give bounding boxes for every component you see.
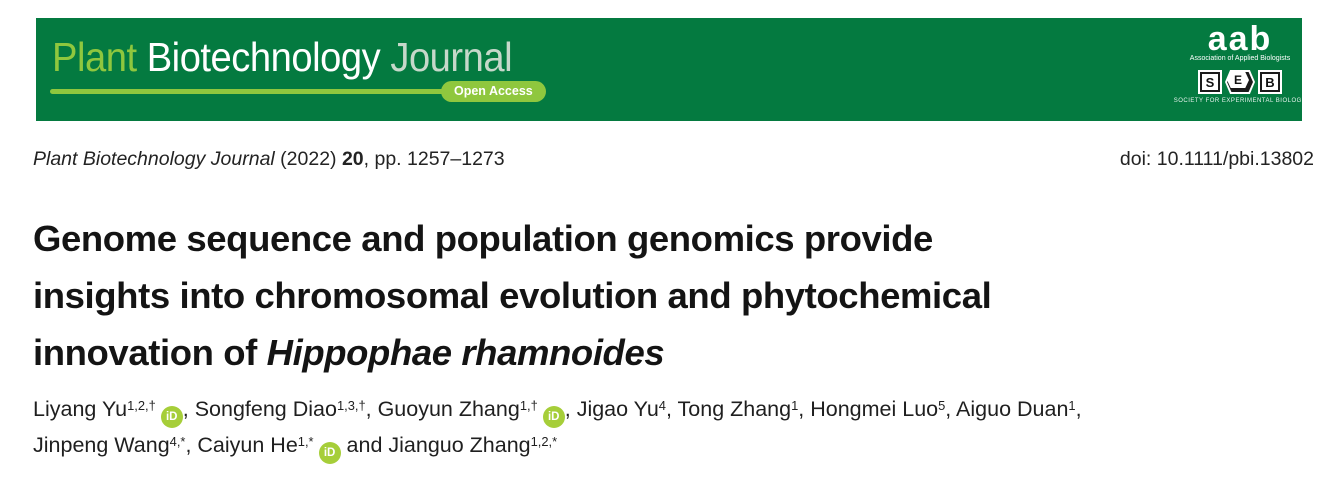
citation-journal: Plant Biotechnology Journal	[33, 148, 275, 170]
author: Aiguo Duan1,	[956, 397, 1082, 421]
title-line-2: insights into chromosomal evolution and …	[33, 275, 992, 316]
author-name: Songfeng Diao	[194, 397, 337, 421]
author-separator: ,	[365, 397, 378, 421]
author-affiliation-superscript: 1	[1068, 398, 1076, 414]
author-affiliation-superscript: 1,2,†	[127, 398, 156, 414]
author-name: Jinpeng Wang	[33, 433, 170, 457]
author: Hongmei Luo5,	[810, 397, 956, 421]
orcid-icon[interactable]: iD	[160, 406, 183, 428]
author-line-2: Jinpeng Wang4,*, Caiyun He1,* iD and Jian…	[33, 428, 1082, 464]
author-separator: ,	[185, 433, 198, 457]
aab-logo-name: Association of Applied Biologists	[1189, 55, 1291, 62]
society-logos: aab Association of Applied Biologists S …	[1174, 20, 1306, 104]
seb-letter-s-icon: S	[1200, 72, 1220, 92]
author-separator: ,	[665, 397, 678, 421]
orcid-icon-label: iD	[547, 411, 560, 423]
orcid-icon-label: iD	[323, 447, 336, 459]
title-line-1: Genome sequence and population genomics …	[33, 218, 933, 259]
author-separator: ,	[182, 397, 195, 421]
seb-letter-e-icon: E	[1225, 70, 1255, 94]
author-affiliation-superscript: 5	[938, 398, 946, 414]
author: Guoyun Zhang1,† iD,	[377, 397, 577, 428]
title-species-name: Hippophae rhamnoides	[266, 332, 665, 373]
banner-rule-row: Open Access	[50, 81, 546, 102]
author-name: Jigao Yu	[576, 397, 659, 421]
orcid-icon[interactable]: iD	[318, 442, 341, 464]
orcid-icon[interactable]: iD	[542, 406, 565, 428]
author-affiliation-superscript: 4	[658, 398, 666, 414]
author-affiliation-superscript: 4,*	[169, 434, 186, 450]
author-list: Liyang Yu1,2,† iD, Songfeng Diao1,3,†, Gu…	[33, 392, 1082, 464]
author-name: Guoyun Zhang	[377, 397, 520, 421]
wordmark-journal: Journal	[380, 34, 513, 80]
author-affiliation-superscript: 1,2,*	[530, 434, 558, 450]
citation-year: (2022)	[274, 148, 342, 170]
journal-banner: Plant Biotechnology Journal Open Access …	[36, 18, 1306, 121]
author: Tong Zhang1,	[678, 397, 811, 421]
banner-accent-rule	[50, 89, 444, 94]
citation-text: Plant Biotechnology Journal (2022) 20, p…	[33, 148, 505, 171]
wordmark-plant: Plant	[52, 34, 137, 80]
author-separator: ,	[1075, 397, 1082, 421]
article-title: Genome sequence and population genomics …	[33, 210, 992, 381]
seb-logo-name: SOCIETY FOR EXPERIMENTAL BIOLOGY	[1173, 98, 1307, 104]
author-separator: ,	[564, 397, 577, 421]
author-separator: and	[340, 433, 389, 457]
citation-volume: 20	[341, 148, 364, 170]
author: Caiyun He1,* iD and	[197, 433, 389, 464]
author: Jianguo Zhang1,2,*	[388, 433, 557, 457]
author-affiliation-superscript: 1,*	[297, 434, 314, 450]
author-name: Liyang Yu	[33, 397, 128, 421]
open-access-badge: Open Access	[441, 81, 546, 102]
citation-row: Plant Biotechnology Journal (2022) 20, p…	[33, 148, 1314, 171]
author: Liyang Yu1,2,† iD,	[33, 397, 195, 428]
author: Jinpeng Wang4,*,	[33, 433, 197, 457]
author-name: Hongmei Luo	[810, 397, 939, 421]
aab-logo: aab	[1207, 20, 1273, 58]
author-affiliation-superscript: 1,3,†	[336, 398, 366, 414]
orcid-icon-label: iD	[165, 411, 178, 423]
journal-wordmark: Plant Biotechnology Journal	[52, 34, 513, 80]
author-affiliation-superscript: 1,†	[519, 398, 538, 414]
author-name: Tong Zhang	[677, 397, 792, 421]
author-name: Aiguo Duan	[956, 397, 1069, 421]
seb-letter-b-icon: B	[1260, 72, 1280, 92]
author-separator: ,	[945, 397, 957, 421]
citation-pages: , pp. 1257–1273	[363, 148, 505, 170]
seb-logo: S E B	[1195, 70, 1285, 94]
title-line-3: innovation of Hippophae rhamnoides	[33, 324, 991, 381]
author: Songfeng Diao1,3,†,	[195, 397, 378, 421]
author-separator: ,	[798, 397, 811, 421]
author: Jigao Yu4,	[577, 397, 678, 421]
doi-text: doi: 10.1111/pbi.13802	[1119, 148, 1314, 170]
author-name: Caiyun He	[197, 433, 298, 457]
wordmark-biotechnology: Biotechnology	[136, 34, 381, 80]
author-affiliation-superscript: 1	[791, 398, 799, 414]
title-line-3-prefix: innovation of	[33, 332, 267, 373]
author-line-1: Liyang Yu1,2,† iD, Songfeng Diao1,3,†, Gu…	[33, 392, 1082, 428]
author-name: Jianguo Zhang	[388, 433, 531, 457]
